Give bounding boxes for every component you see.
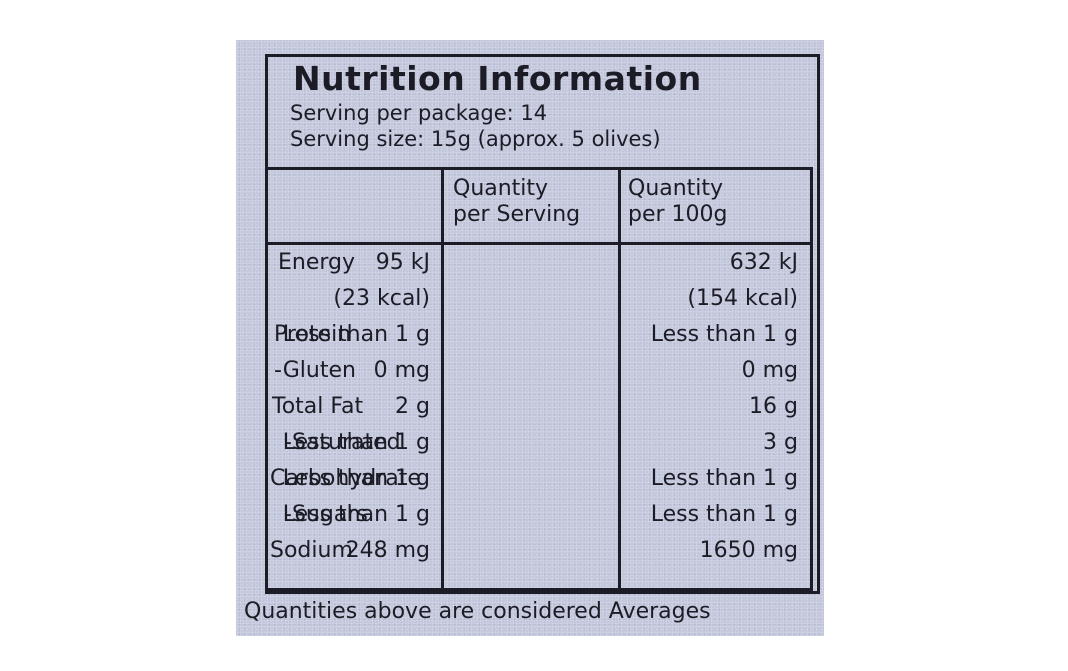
nutrient-name: -Gluten <box>274 358 356 383</box>
per-100g-value: 1650 mg <box>699 538 798 563</box>
table-row: Protein Less than 1 g Less than 1 g <box>268 322 810 358</box>
per-100g-value: Less than 1 g <box>650 466 798 491</box>
per-serving-value: Less than 1 g <box>282 502 430 527</box>
table-row: Energy 95 kJ 632 kJ <box>268 250 810 286</box>
per-100g-value: 16 g <box>749 394 798 419</box>
label-photo: Nutrition Information Serving per packag… <box>236 40 824 636</box>
nutrient-name: Sodium <box>270 538 353 563</box>
table-row: -Saturated Less than 1 g 3 g <box>268 430 810 466</box>
table-row: -Sugars Less than 1 g Less than 1 g <box>268 502 810 538</box>
per-100g-value: Less than 1 g <box>650 322 798 347</box>
per-serving-value: Less than 1 g <box>282 466 430 491</box>
per-serving-value: 0 mg <box>373 358 430 383</box>
serving-size: Serving size: 15g (approx. 5 olives) <box>290 127 661 151</box>
nutrient-name: Protein <box>274 322 352 347</box>
nutrition-table: Quantity per Serving Quantity per 100g E… <box>265 167 813 591</box>
column-header-line: Quantity <box>628 176 724 201</box>
per-serving-value: 95 kJ <box>375 250 430 275</box>
per-serving-value: (23 kcal) <box>333 286 430 311</box>
nutrient-name: Carbohydrate <box>270 466 421 491</box>
per-100g-value: 0 mg <box>741 358 798 383</box>
per-100g-value: Less than 1 g <box>650 502 798 527</box>
column-header-line: Quantity <box>453 176 549 201</box>
table-row: (23 kcal) (154 kcal) <box>268 286 810 322</box>
nutrient-name: -Sugars <box>284 502 368 527</box>
column-header-per-serving: Quantity per Serving <box>453 176 580 228</box>
header-divider <box>268 242 810 245</box>
per-100g-value: 3 g <box>763 430 798 455</box>
per-serving-value: Less than 1 g <box>282 430 430 455</box>
per-100g-value: (154 kcal) <box>687 286 798 311</box>
panel-title: Nutrition Information <box>293 59 702 98</box>
per-100g-value: 632 kJ <box>729 250 798 275</box>
table-row: Carbohydrate Less than 1 g Less than 1 g <box>268 466 810 502</box>
column-header-per-100g: Quantity per 100g <box>628 176 728 228</box>
nutrient-name: -Saturated <box>284 430 401 455</box>
per-serving-value: Less than 1 g <box>282 322 430 347</box>
servings-per-package: Serving per package: 14 <box>290 101 548 125</box>
column-header-line: per 100g <box>628 202 728 227</box>
per-serving-value: 248 mg <box>345 538 430 563</box>
column-divider <box>441 170 444 588</box>
per-serving-value: 2 g <box>395 394 430 419</box>
table-row: -Gluten 0 mg 0 mg <box>268 358 810 394</box>
column-divider <box>618 170 621 588</box>
table-row: Sodium 248 mg 1650 mg <box>268 538 810 574</box>
column-header-line: per Serving <box>453 202 581 227</box>
averages-note: Quantities above are considered Averages <box>244 599 711 624</box>
nutrition-panel: Nutrition Information Serving per packag… <box>265 54 820 594</box>
table-row: Total Fat 2 g 16 g <box>268 394 810 430</box>
nutrient-name: Total Fat <box>272 394 364 419</box>
nutrient-name: Energy <box>278 250 356 275</box>
